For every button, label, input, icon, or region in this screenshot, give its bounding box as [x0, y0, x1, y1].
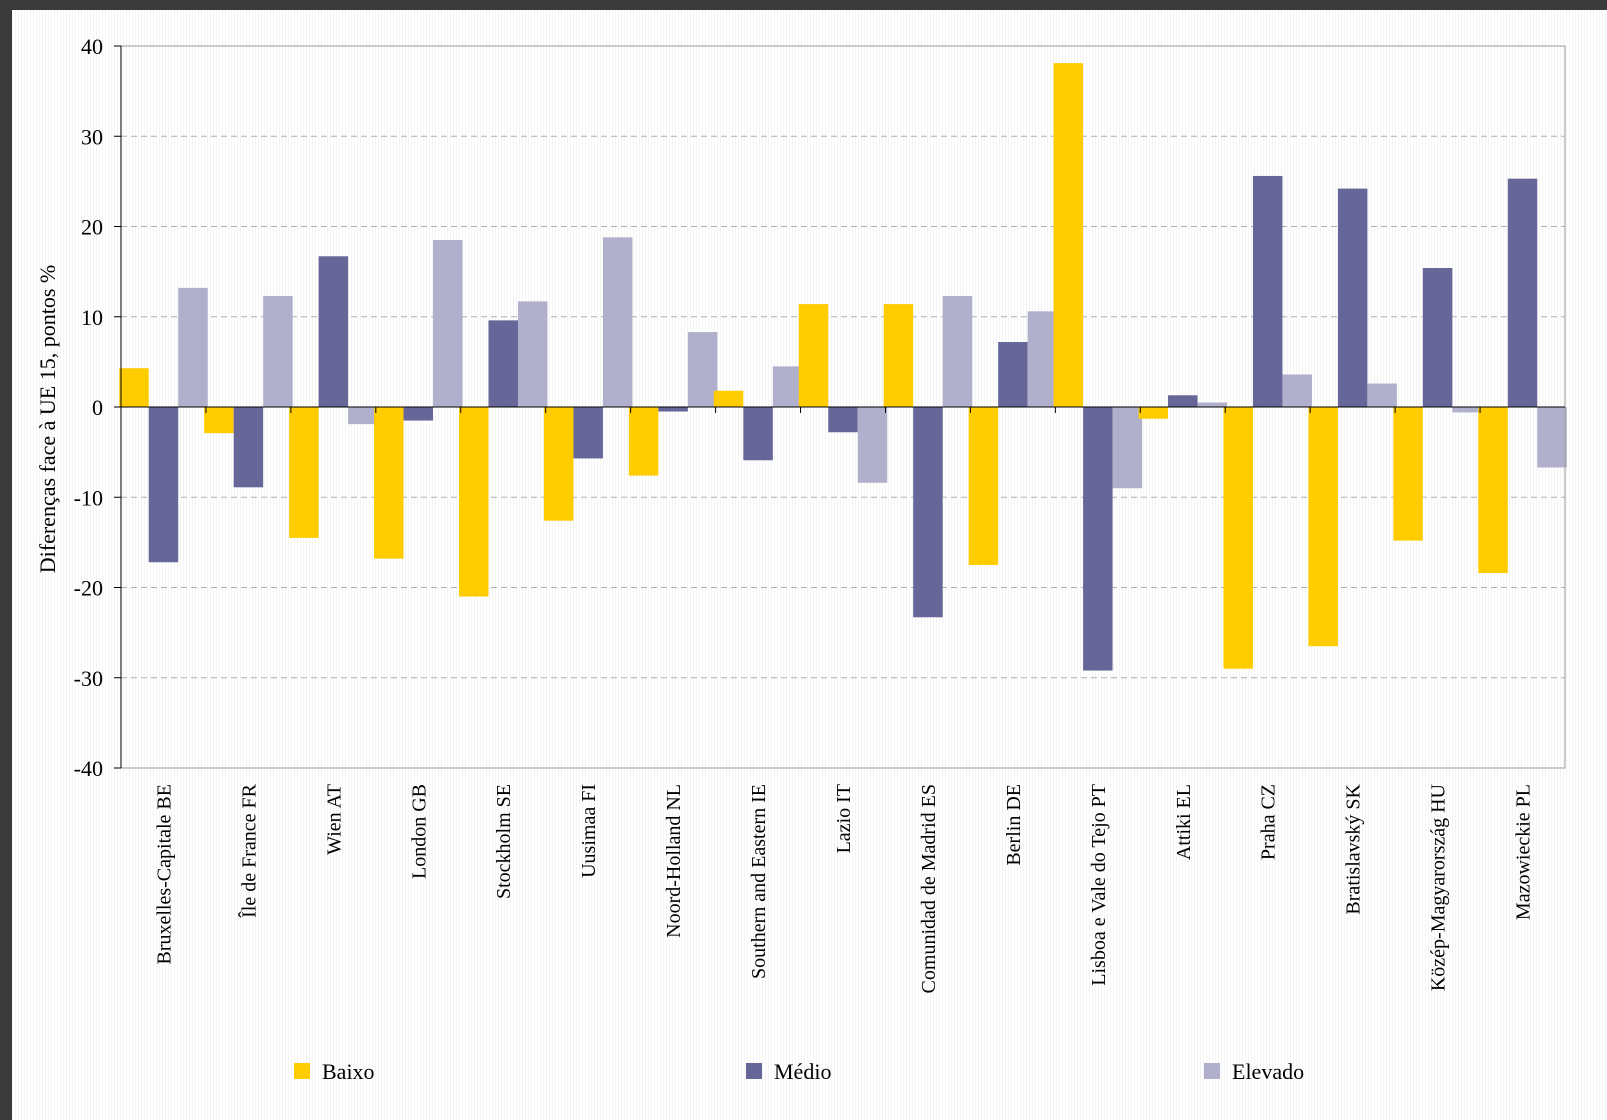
bar-elevado-7 — [772, 366, 803, 407]
legend-swatch — [294, 1063, 310, 1079]
bar-baixo-2 — [289, 407, 319, 538]
category-label: Bratislavský SK — [1343, 783, 1365, 914]
bar-m-dio-10 — [998, 342, 1028, 407]
legend-label: Elevado — [1232, 1059, 1304, 1084]
bar-m-dio-14 — [1337, 188, 1368, 407]
bar-baixo-1 — [204, 407, 234, 434]
y-tick-label: -20 — [74, 576, 103, 601]
bar-m-dio-0 — [148, 407, 179, 563]
legend: Baixo Médio Elevado — [294, 1059, 1304, 1084]
bar-elevado-6 — [687, 332, 718, 407]
bar-elevado-4 — [517, 301, 548, 407]
axes — [114, 45, 1566, 769]
bar-baixo-10 — [968, 407, 999, 565]
chart-frame: -40 -30 -20 -10 0 10 20 30 40 Bruxelles-Capitale… — [12, 10, 1607, 1120]
y-tick-label: -10 — [74, 485, 103, 510]
y-axis-title: Diferenças face à UE 15, pontos % — [35, 265, 60, 573]
legend-label: Baixo — [322, 1059, 375, 1084]
bar-baixo-8 — [798, 304, 829, 407]
category-label: Mazowieckie PL — [1513, 784, 1535, 920]
bar-elevado-12 — [1197, 402, 1228, 407]
y-tick-label: 20 — [81, 215, 103, 240]
bar-baixo-12 — [1138, 407, 1169, 419]
bar-m-dio-4 — [488, 320, 518, 407]
category-label: Stockholm SE — [493, 784, 515, 899]
category-labels: Bruxelles-Capitale BE Île de France FR Wie… — [153, 783, 1534, 993]
bar-baixo-11 — [1053, 63, 1084, 408]
category-label: Uusimaa FI — [578, 784, 600, 878]
legend-swatch — [746, 1063, 762, 1079]
y-tick-label: 10 — [81, 305, 103, 330]
bar-elevado-0 — [178, 287, 208, 407]
bar-m-dio-5 — [573, 407, 603, 459]
bar-baixo-9 — [883, 304, 914, 407]
bar-baixo-6 — [628, 407, 659, 476]
category-label: London GB — [408, 784, 430, 879]
bar-m-dio-13 — [1252, 175, 1283, 407]
bar-elevado-10 — [1027, 311, 1058, 407]
bar-baixo-0 — [119, 368, 149, 407]
bar-elevado-5 — [602, 237, 633, 407]
legend-label: Médio — [774, 1059, 831, 1084]
bar-m-dio-7 — [743, 407, 773, 461]
bar-m-dio-2 — [318, 256, 349, 407]
category-label: Lazio IT — [833, 784, 855, 853]
bar-baixo-4 — [458, 407, 489, 597]
bar-elevado-1 — [263, 295, 293, 407]
category-label: Noord-Holland NL — [663, 784, 685, 938]
bar-m-dio-12 — [1168, 395, 1198, 407]
bar-baixo-3 — [374, 407, 404, 559]
bar-baixo-13 — [1223, 407, 1253, 669]
bar-chart: -40 -30 -20 -10 0 10 20 30 40 Bruxelles-Capitale… — [35, 34, 1567, 1084]
bar-elevado-14 — [1367, 383, 1397, 407]
bar-m-dio-9 — [913, 407, 943, 618]
bars — [119, 63, 1567, 671]
bar-baixo-16 — [1478, 407, 1508, 574]
y-tick-label: 40 — [81, 34, 103, 59]
y-tick-label: 30 — [81, 124, 103, 149]
bar-elevado-13 — [1282, 374, 1312, 407]
y-tick-labels: -40 -30 -20 -10 0 10 20 30 40 — [74, 34, 103, 781]
bar-baixo-7 — [713, 390, 744, 407]
bar-m-dio-6 — [658, 407, 688, 412]
bar-baixo-15 — [1393, 407, 1423, 541]
bar-baixo-5 — [543, 407, 574, 521]
bar-m-dio-16 — [1507, 178, 1538, 407]
y-tick-label: 0 — [92, 395, 103, 420]
category-label: Lisboa e Vale do Tejo PT — [1088, 784, 1110, 986]
category-label: Közép-Magyarország HU — [1428, 783, 1450, 991]
category-label: Southern and Eastern IE — [748, 784, 770, 979]
category-label: Berlin DE — [1003, 784, 1025, 866]
bar-elevado-15 — [1452, 407, 1482, 413]
bar-m-dio-15 — [1422, 268, 1453, 407]
bar-elevado-11 — [1112, 407, 1143, 489]
category-label: Attiki EL — [1173, 784, 1195, 860]
category-label: Praha CZ — [1258, 784, 1280, 860]
bar-baixo-14 — [1308, 407, 1338, 647]
category-label: Bruxelles-Capitale BE — [153, 784, 175, 965]
bar-elevado-2 — [348, 407, 378, 425]
bar-elevado-16 — [1537, 407, 1567, 468]
y-tick-label: -30 — [74, 666, 103, 691]
bar-m-dio-11 — [1083, 407, 1113, 671]
y-tick-label: -40 — [74, 756, 103, 781]
bar-elevado-9 — [942, 295, 973, 407]
bar-m-dio-1 — [233, 407, 264, 488]
bar-elevado-8 — [857, 407, 888, 483]
bar-elevado-3 — [433, 240, 463, 407]
bar-m-dio-3 — [403, 407, 434, 421]
category-label: Île de France FR — [237, 783, 260, 918]
category-label: Comunidad de Madrid ES — [918, 784, 940, 993]
legend-swatch — [1204, 1063, 1220, 1079]
category-label: Wien AT — [323, 784, 345, 855]
bar-m-dio-8 — [828, 407, 858, 433]
